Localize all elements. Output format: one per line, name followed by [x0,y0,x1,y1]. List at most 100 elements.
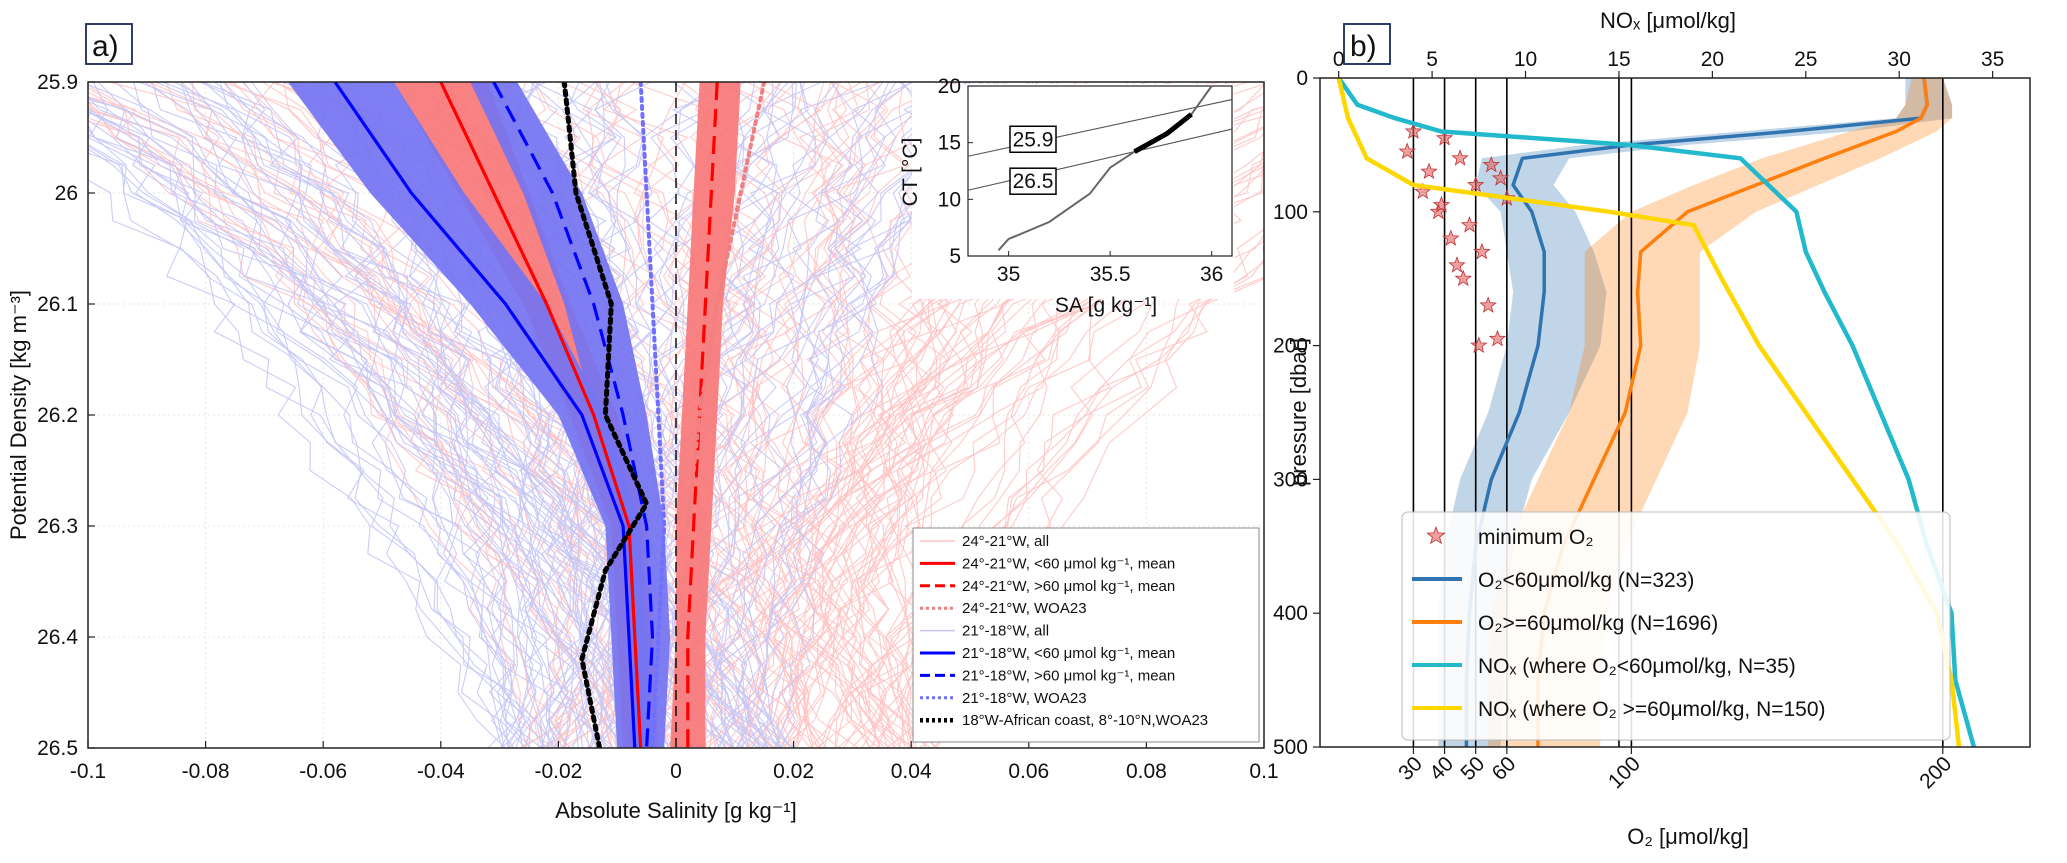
x-tick-label-5: 0 [670,760,682,783]
background-profile [88,101,547,748]
isopycnal-label-box-0 [1009,125,1057,154]
background-profile [812,82,886,748]
inset-y-tick-label-1: 10 [938,188,961,211]
x-tick-label-10: 0.1 [1249,760,1278,783]
inset-x-tick-label-1: 35.5 [1090,263,1131,286]
background-profile [88,145,564,748]
background-profile [836,82,889,748]
min-o2-point-18 [1432,195,1451,213]
min-o2-point-14 [1454,269,1473,287]
background-profile [181,82,517,748]
mean-line-series-7 [638,82,667,748]
isopycnal-label-box-1 [1009,167,1057,195]
mean-line-series-8 [561,82,650,748]
panel-b-tag-box [1343,23,1391,65]
background-profile [823,261,1264,748]
x-tick-label-4: -0.02 [534,760,582,783]
panel-a-tag: a) [92,30,119,63]
b-bottom-tick-label-3: 60 [1488,752,1521,785]
background-profile [202,82,543,748]
background-profile [774,82,897,748]
panel-b-frame [1319,77,2031,748]
background-profile [704,82,803,748]
legend-label-4: 21°-18°W, all [962,623,1049,640]
background-profile [88,91,910,748]
panel-b-xlabel-top: NOₓ [μmol/kg] [1600,8,1736,33]
y-tick-label-3: 26.2 [37,404,78,427]
inset-xlabel: SA [g kg⁻¹] [1055,294,1157,317]
b-y-tick-label-2: 200 [1273,335,1308,358]
background-profile [223,82,624,748]
min-o2-point-10 [1473,242,1491,260]
mean-line-series-6 [492,82,655,748]
b-top-tick-label-3: 15 [1607,48,1630,71]
panel-b-legend-box [1401,511,1951,741]
b-legend-label-4: NOₓ (where O₂ >=60μmol/kg, N=150) [1478,698,1826,721]
min-o2-point-9 [1460,216,1479,233]
background-profile [114,82,670,748]
panel-a-tag-box [85,23,133,65]
legend-label-3: 24°-21°W, WOA23 [962,600,1087,617]
y-tick-label-6: 26.5 [37,737,78,760]
min-o2-point-1 [1420,162,1438,180]
y-tick-label-4: 26.3 [37,515,78,538]
b-legend-label-2: O₂>=60μmol/kg (N=1696) [1478,612,1718,635]
background-profile [88,107,532,748]
min-o2-point-17 [1448,256,1466,273]
isopycnal-label-1: 26.5 [1013,170,1054,193]
background-profile [199,82,601,748]
b-legend-label-0: minimum O₂ [1478,526,1594,549]
min-o2-point-19 [1470,336,1488,354]
x-tick-label-3: -0.04 [417,760,465,783]
background-profile [88,108,597,748]
b-top-tick-label-2: 10 [1514,48,1537,71]
min-o2-point-7 [1404,122,1423,139]
inset-y-tick-label-2: 15 [938,132,961,155]
background-profile [88,111,639,748]
legend-label-6: 21°-18°W, >60 μmol kg⁻¹, mean [962,667,1175,684]
panel-a-ticks: -0.1 -0.08 -0.06 -0.04 -0.02 0 0.02 0.04 0.06 0.0… [37,71,1278,783]
min-o2-point-11 [1491,169,1510,186]
background-profile [88,97,652,748]
x-tick-label-0: -0.1 [70,760,106,783]
background-profile [88,99,584,748]
legend-label-0: 24°-21°W, all [962,533,1049,550]
panel-a-legend: 24°-21°W, all 24°-21°W, <60 μmol kg⁻¹, me… [912,527,1260,743]
legend-label-8: 18°W-African coast, 8°-10°N,WOA23 [962,712,1208,729]
band-series-5 [287,82,653,748]
background-profile [535,82,896,748]
x-tick-label-2: -0.06 [299,760,347,783]
background-profile [173,82,791,748]
legend-label-1: 24°-21°W, <60 μmol kg⁻¹, mean [962,555,1175,572]
inset-y-tick-label-0: 5 [949,245,961,268]
b-bottom-tick-label-1: 40 [1425,752,1458,785]
background-profile [88,128,512,748]
inset-ylabel: CT [°C] [899,138,922,207]
b-legend-swatch-0 [1426,525,1446,545]
min-o2-point-0 [1398,142,1416,160]
background-profile [88,83,597,748]
panel-a-mean-lines [333,82,767,748]
b-top-tick-label-1: 5 [1426,48,1438,71]
b-top-tick-label-0: 0 [1333,48,1345,71]
background-profile [181,82,554,748]
x-tick-label-9: 0.08 [1126,760,1167,783]
panel-b-tag: b) [1350,30,1377,63]
background-profile [240,82,526,748]
legend-label-7: 21°-18°W, WOA23 [962,690,1087,707]
background-profile [88,109,932,748]
background-profile [695,82,972,748]
inset-x-tick-label-2: 36 [1200,263,1223,286]
inset-y-tick-label-3: 20 [938,75,961,98]
min-o2-point-3 [1451,149,1469,166]
min-o2-point-2 [1435,129,1454,146]
b-top-tick-label-5: 25 [1794,48,1817,71]
panel-a-legend-box [912,527,1260,743]
b-y-tick-label-1: 100 [1273,201,1308,224]
x-tick-label-6: 0.02 [773,760,814,783]
b-band-series-1 [1438,78,1953,747]
background-profile [750,82,897,748]
inset-content: 25.9 26.5 [967,85,1233,251]
panel-a-ylabel: Potential Density [kg m⁻³] [6,290,31,540]
